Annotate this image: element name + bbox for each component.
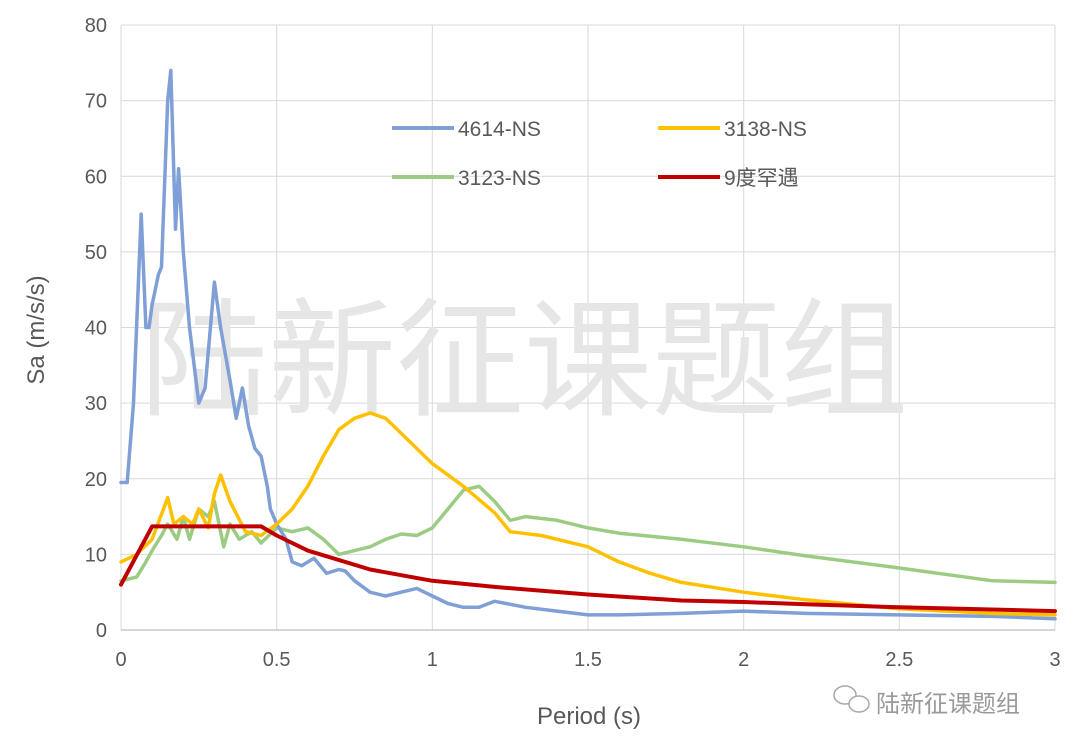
legend-item: 3123-NS (392, 167, 541, 190)
series-line-4614-NS (119, 68, 1057, 621)
legend: 4614-NS 3138-NS 3123-NS 9度罕遇 (392, 118, 807, 190)
y-axis-ticks: 0 10 20 30 40 50 60 70 80 (85, 15, 107, 642)
x-axis-title: Period (s) (537, 703, 641, 730)
x-tick-label: 0 (115, 649, 126, 671)
y-tick-label: 80 (85, 15, 107, 37)
y-axis-title: Sa (m/s/s) (23, 275, 50, 384)
series-line-9度罕遇 (119, 524, 1057, 614)
y-tick-label: 0 (96, 620, 107, 642)
watermark: 陆新征课题组 (140, 287, 908, 436)
series-lines (119, 68, 1057, 621)
y-tick-label: 60 (85, 166, 107, 188)
legend-label: 3123-NS (458, 167, 541, 190)
x-tick-label: 1 (427, 649, 438, 671)
x-tick-label: 2.5 (885, 649, 913, 671)
legend-label: 9度罕遇 (724, 167, 799, 190)
x-tick-label: 2 (738, 649, 749, 671)
legend-item: 3138-NS (658, 118, 807, 141)
wechat-icon (833, 685, 870, 713)
x-tick-label: 1.5 (574, 649, 602, 671)
y-tick-label: 10 (85, 544, 107, 566)
y-tick-label: 40 (85, 318, 107, 340)
legend-label: 4614-NS (458, 118, 541, 141)
x-tick-label: 3 (1049, 649, 1060, 671)
legend-label: 3138-NS (724, 118, 807, 141)
legend-item: 9度罕遇 (658, 167, 799, 190)
y-tick-label: 70 (85, 91, 107, 113)
x-axis-ticks: 0 0.5 1 1.5 2 2.5 3 (115, 649, 1060, 671)
legend-item: 4614-NS (392, 118, 541, 141)
y-tick-label: 50 (85, 242, 107, 264)
corner-watermark: 陆新征课题组 (876, 691, 1020, 718)
x-tick-label: 0.5 (263, 649, 291, 671)
y-tick-label: 20 (85, 469, 107, 491)
y-tick-label: 30 (85, 393, 107, 415)
series-line-3138-NS (119, 411, 1057, 617)
gridlines (120, 24, 1056, 631)
